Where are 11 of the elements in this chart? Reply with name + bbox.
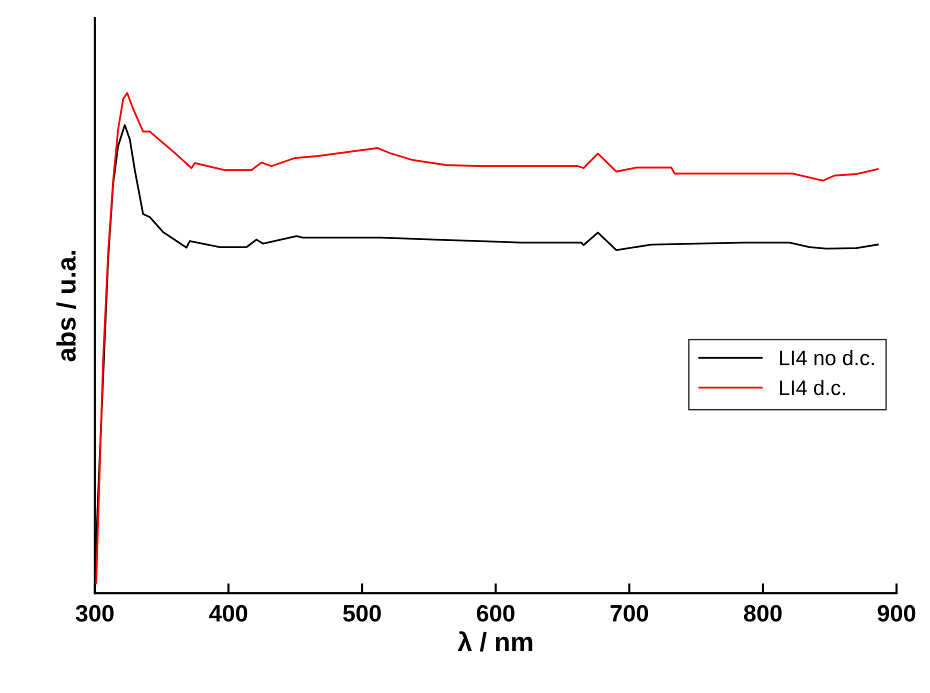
y-axis-title: abs / u.a. bbox=[56, 250, 76, 362]
x-axis-title: λ / nm bbox=[458, 631, 532, 652]
x-tick-label: 700 bbox=[610, 604, 648, 622]
x-tick-label: 500 bbox=[343, 604, 381, 622]
x-tick-label: 800 bbox=[744, 604, 782, 622]
x-tick-label: 600 bbox=[476, 604, 514, 622]
x-tick-label: 300 bbox=[76, 604, 114, 622]
x-tick-label: 900 bbox=[878, 604, 916, 622]
x-tick-label: 400 bbox=[209, 604, 248, 622]
legend-label: LI4 no d.c. bbox=[780, 350, 874, 366]
legend-label: LI4 d.c. bbox=[780, 380, 845, 396]
